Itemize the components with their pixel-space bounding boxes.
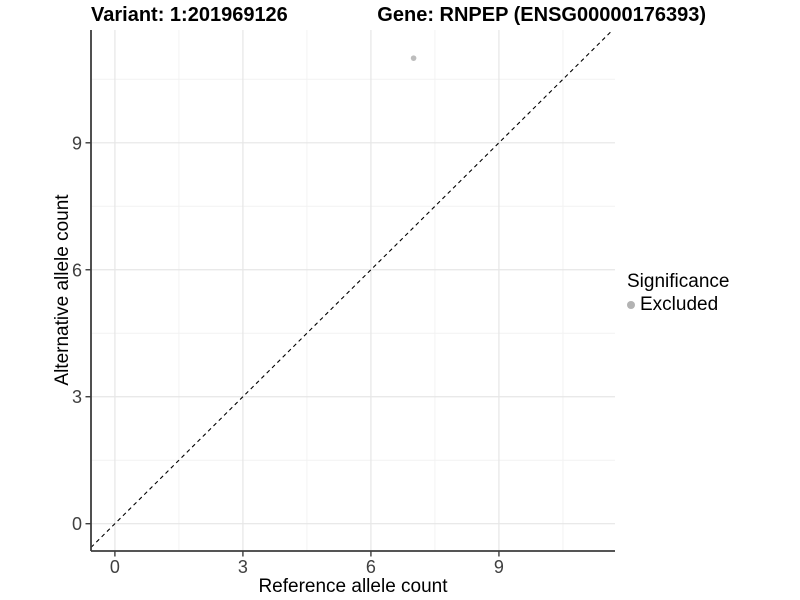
legend-entry: Excluded	[627, 294, 729, 315]
legend-key-dot-icon	[627, 300, 635, 309]
legend: Significance Excluded	[627, 271, 729, 315]
identity-dashed-line	[90, 29, 614, 548]
plot-title-variant: Variant: 1:201969126	[91, 4, 288, 26]
legend-title: Significance	[627, 271, 730, 292]
y-tick-label: 6	[72, 260, 82, 280]
x-axis-title: Reference allele count	[258, 576, 448, 597]
y-tick-label: 0	[72, 514, 82, 534]
data-point	[410, 55, 417, 61]
y-axis-title: Alternative allele count	[52, 194, 73, 386]
x-tick-label: 0	[110, 557, 120, 577]
legend-entry-label: Excluded	[640, 294, 719, 315]
x-tick-label: 9	[494, 557, 504, 577]
x-tick-label: 3	[238, 557, 248, 577]
y-tick-label: 9	[72, 133, 82, 153]
y-tick-label: 3	[72, 387, 82, 407]
plot-title-gene: Gene: RNPEP (ENSG00000176393)	[377, 4, 706, 26]
legend-entries: Excluded	[627, 294, 729, 315]
x-tick-label: 6	[366, 557, 376, 577]
